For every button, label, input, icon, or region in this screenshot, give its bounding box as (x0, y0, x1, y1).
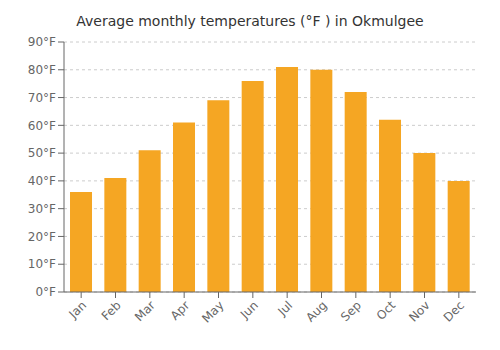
svg-text:10°F: 10°F (28, 257, 56, 271)
svg-text:20°F: 20°F (28, 230, 56, 244)
svg-text:0°F: 0°F (35, 285, 56, 299)
svg-text:Oct: Oct (374, 298, 399, 323)
html-text:Average monthly temperatures (: Average monthly temperatures (°F ) in Ok… (76, 13, 424, 29)
svg-text:30°F: 30°F (28, 202, 56, 216)
svg-text:70°F: 70°F (28, 91, 56, 105)
svg-text:Aug: Aug (303, 298, 329, 324)
svg-text:Nov: Nov (406, 298, 432, 324)
svg-text:Dec: Dec (441, 298, 467, 324)
svg-text:90°F: 90°F (28, 35, 56, 49)
svg-text:80°F: 80°F (28, 63, 56, 77)
svg-text:Jan: Jan (66, 298, 90, 322)
svg-text:Apr: Apr (168, 298, 193, 323)
svg-text:Feb: Feb (99, 298, 124, 323)
svg-text:60°F: 60°F (28, 119, 56, 133)
svg-text:50°F: 50°F (28, 146, 56, 160)
svg-text:40°F: 40°F (28, 174, 56, 188)
svg-text:May: May (199, 298, 226, 325)
svg-text:Sep: Sep (338, 298, 364, 324)
svg-text:Jun: Jun (237, 298, 261, 322)
svg-text:Mar: Mar (132, 298, 158, 324)
svg-text:Jul: Jul (274, 298, 295, 319)
